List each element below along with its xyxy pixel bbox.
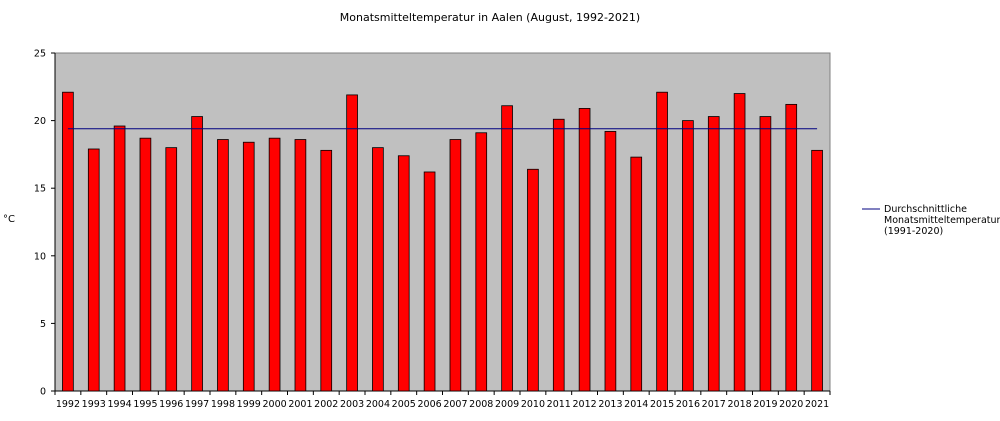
bar <box>475 132 488 392</box>
bar <box>320 149 333 392</box>
legend-label-line: Durchschnittliche <box>884 204 967 215</box>
y-axis-label: °C <box>3 214 15 225</box>
bar <box>268 137 281 392</box>
x-tick-label: 2016 <box>676 399 700 410</box>
x-tick-label: 1994 <box>107 399 131 410</box>
y-tick-label: 5 <box>40 319 46 330</box>
x-tick-label: 2012 <box>572 399 596 410</box>
bar <box>552 118 565 392</box>
x-tick-label: 2001 <box>288 399 312 410</box>
bar-series <box>62 91 823 392</box>
x-tick-label: 2017 <box>702 399 726 410</box>
x-tick-label: 1996 <box>159 399 183 410</box>
x-tick-label: 2019 <box>753 399 777 410</box>
bar <box>682 120 694 392</box>
x-tick-label: 1998 <box>211 399 235 410</box>
bar <box>242 141 255 392</box>
bar <box>604 131 617 392</box>
bar <box>656 91 668 392</box>
y-axis: 0 5 10 15 20 25 <box>34 49 56 398</box>
bar <box>397 155 410 392</box>
x-tick-label: 2015 <box>650 399 674 410</box>
y-tick-label: 15 <box>34 184 46 195</box>
chart-title: Monatsmitteltemperatur in Aalen (August,… <box>340 11 640 24</box>
bar <box>372 147 384 392</box>
y-tick-label: 10 <box>34 251 46 262</box>
x-tick-label: 2020 <box>779 399 803 410</box>
legend-label-line: Monatsmitteltemperatur <box>884 215 1000 226</box>
legend-label-line: (1991-2020) <box>884 226 943 237</box>
bar <box>733 93 746 392</box>
x-tick-label: 1997 <box>185 399 209 410</box>
x-tick-label: 2021 <box>805 399 829 410</box>
bar <box>165 147 178 392</box>
y-tick-label: 20 <box>34 116 46 127</box>
bar <box>759 116 772 392</box>
legend: Durchschnittliche Monatsmitteltemperatur(… <box>862 204 1000 237</box>
x-tick-label: 2000 <box>262 399 286 410</box>
bar <box>707 116 720 392</box>
x-tick-label: 2004 <box>366 399 390 410</box>
x-tick-label: 1995 <box>133 399 157 410</box>
x-tick-label: 2013 <box>598 399 622 410</box>
x-tick-label: 2005 <box>392 399 416 410</box>
x-tick-label: 1993 <box>82 399 106 410</box>
x-tick-label: 2010 <box>521 399 545 410</box>
bar <box>113 125 126 392</box>
x-tick-label: 2007 <box>443 399 467 410</box>
plot-area <box>54 52 831 392</box>
bar <box>423 171 436 392</box>
bar <box>217 139 229 392</box>
bar <box>62 91 74 392</box>
x-tick-label: 2009 <box>495 399 519 410</box>
x-tick-label: 2003 <box>340 399 364 410</box>
bar <box>785 103 798 392</box>
bar <box>87 148 100 392</box>
x-tick-label: 2002 <box>314 399 338 410</box>
bar <box>527 168 539 392</box>
legend-label: Durchschnittliche Monatsmitteltemperatur(… <box>884 204 1000 237</box>
bar <box>449 139 462 392</box>
bar <box>191 116 203 392</box>
bar <box>578 108 591 392</box>
x-tick-label: 2006 <box>417 399 441 410</box>
bar <box>630 156 643 392</box>
y-tick-label: 0 <box>40 387 46 398</box>
x-axis: 1992 1993 1994 1995 1996 1997 1998 1999 2000 2001… <box>54 390 831 410</box>
bar <box>139 137 152 392</box>
x-tick-label: 2018 <box>727 399 751 410</box>
x-tick-label: 1999 <box>237 399 261 410</box>
x-tick-label: 2011 <box>547 399 571 410</box>
bar <box>811 149 823 392</box>
x-tick-label: 2008 <box>469 399 493 410</box>
x-tick-label: 1992 <box>56 399 80 410</box>
bar <box>294 139 307 392</box>
x-tick-label: 2014 <box>624 399 648 410</box>
bar <box>346 94 358 392</box>
y-tick-label: 25 <box>34 49 46 60</box>
bar <box>501 105 513 392</box>
